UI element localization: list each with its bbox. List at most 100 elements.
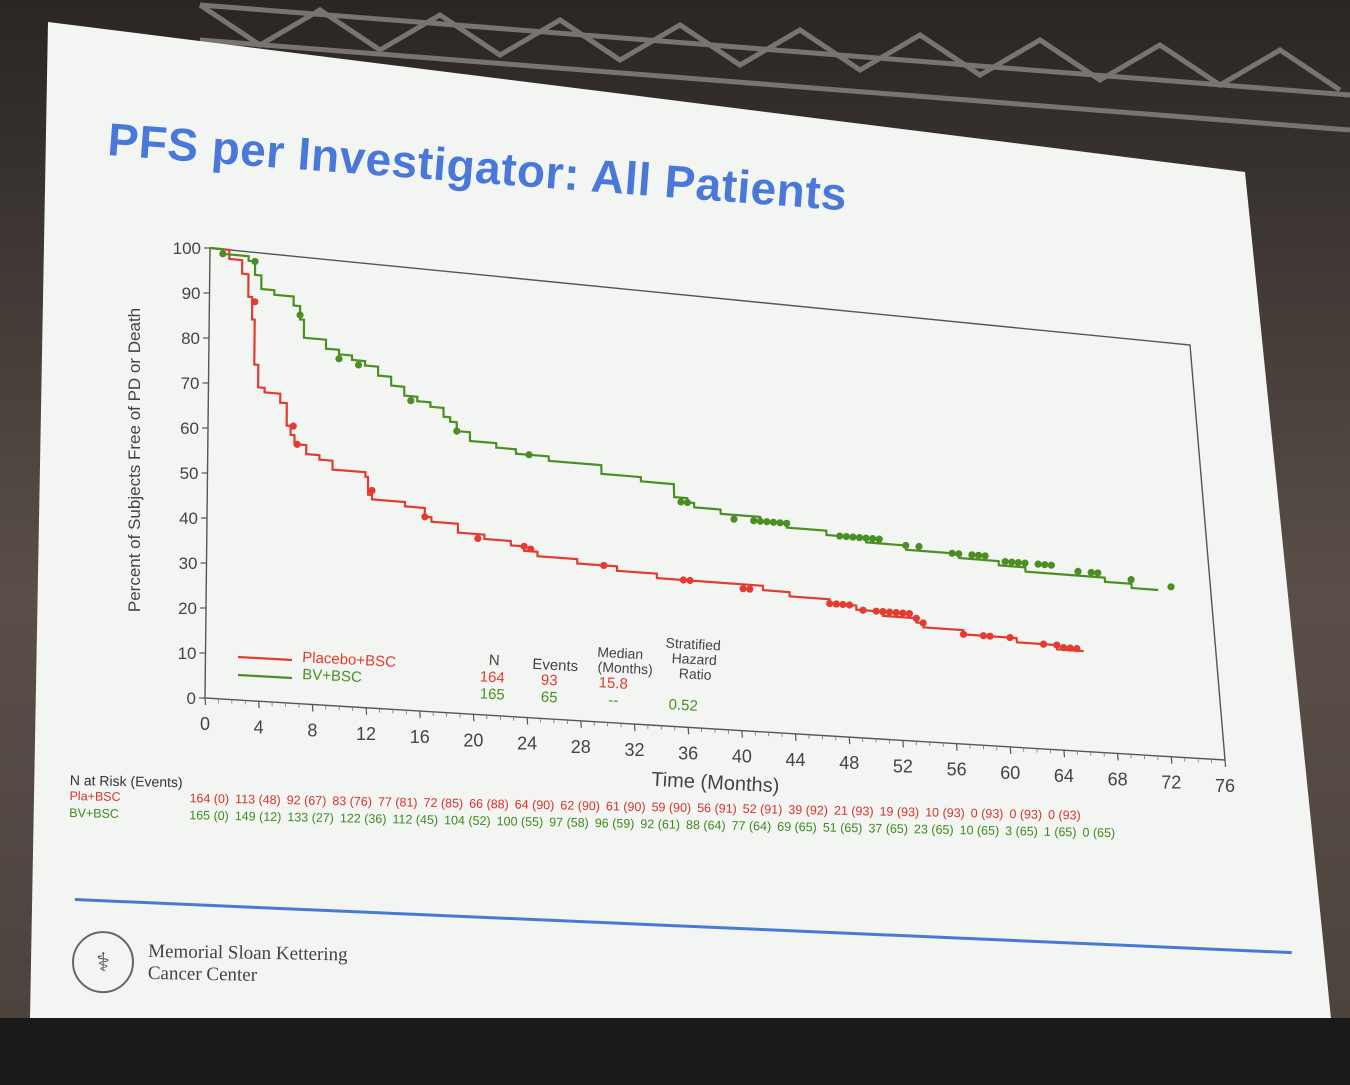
x-tick <box>902 740 904 748</box>
y-tick-label: 50 <box>180 464 199 483</box>
at-risk-value: 3 (65) <box>1005 823 1038 839</box>
censor-marker <box>974 551 983 559</box>
km-curve-placebo <box>209 246 1084 653</box>
at-risk-value: 113 (48) <box>234 792 281 808</box>
at-risk-value: 23 (65) <box>913 822 954 837</box>
censor-marker <box>769 518 778 526</box>
censor-marker <box>959 630 968 638</box>
censor-marker <box>600 561 608 570</box>
censor-marker <box>1066 644 1074 652</box>
censor-marker <box>683 498 692 507</box>
stats-header: N <box>488 652 500 670</box>
x-tick-label: 40 <box>732 747 752 767</box>
x-tick <box>794 733 797 741</box>
x-tick <box>741 730 743 738</box>
at-risk-value: 21 (93) <box>833 803 874 819</box>
x-tick <box>1170 756 1173 764</box>
censor-marker <box>1059 644 1068 652</box>
censor-marker <box>520 542 528 550</box>
censor-marker <box>1001 558 1009 566</box>
censor-marker <box>1087 568 1095 577</box>
censor-marker <box>1053 641 1061 649</box>
censor-marker <box>527 545 535 553</box>
y-tick-label: 80 <box>181 329 200 348</box>
logo-line-2: Cancer Center <box>147 962 258 986</box>
censor-marker <box>750 517 758 525</box>
x-tick <box>365 707 368 715</box>
at-risk-value: 165 (0) <box>189 808 229 824</box>
legend-swatch <box>237 655 293 662</box>
censor-marker <box>746 585 754 593</box>
censor-marker <box>902 541 910 550</box>
censor-marker <box>912 614 920 622</box>
x-tick-label: 16 <box>410 727 430 747</box>
at-risk-value: 56 (91) <box>697 801 737 816</box>
x-tick <box>1117 753 1119 761</box>
censor-marker <box>919 619 927 627</box>
censor-marker <box>899 609 907 617</box>
censor-marker <box>251 298 259 306</box>
censor-marker <box>219 250 227 258</box>
censor-marker <box>826 599 834 608</box>
stats-events: 65 <box>540 689 558 707</box>
censor-marker <box>1073 644 1081 653</box>
y-tick-label: 100 <box>173 239 201 258</box>
censor-marker <box>1041 561 1049 569</box>
at-risk-value: 61 (90) <box>605 799 646 815</box>
censor-marker <box>849 533 857 541</box>
x-tick <box>955 743 958 751</box>
censor-marker <box>1034 560 1042 568</box>
at-risk-value: 0 (65) <box>1082 825 1116 841</box>
x-tick <box>1009 746 1012 754</box>
censor-marker <box>453 427 461 435</box>
censor-marker <box>1094 569 1102 577</box>
ceiling-truss <box>198 2 1350 133</box>
censor-marker <box>905 609 914 618</box>
x-tick <box>580 720 582 728</box>
x-tick <box>1063 750 1066 758</box>
x-tick <box>526 717 529 725</box>
legend-swatch <box>237 673 293 680</box>
censor-marker <box>1047 561 1055 569</box>
logo-text: Memorial Sloan Kettering Cancer Center <box>148 941 348 988</box>
x-tick-label: 24 <box>517 734 537 754</box>
chart-curves <box>209 246 1175 653</box>
censor-marker <box>368 486 376 495</box>
censor-marker <box>730 515 738 523</box>
censor-marker <box>679 576 688 584</box>
censor-marker <box>836 532 844 540</box>
at-risk-value: 77 (64) <box>731 818 772 834</box>
x-tick <box>848 737 851 745</box>
censor-marker <box>955 550 963 558</box>
x-tick-label: 36 <box>678 743 698 763</box>
at-risk-value: 52 (91) <box>742 801 783 817</box>
x-tick <box>633 724 636 732</box>
y-tick-label: 40 <box>179 509 198 528</box>
censor-marker <box>525 451 533 459</box>
censor-marker <box>756 517 764 525</box>
stats-header: Stratified <box>665 635 721 654</box>
x-tick-label: 56 <box>947 760 967 780</box>
y-tick-label: 90 <box>182 284 201 303</box>
stats-n: 164 <box>479 668 505 686</box>
at-risk-value: 83 (76) <box>332 794 373 809</box>
censor-marker <box>885 608 894 616</box>
at-risk-value: 100 (55) <box>496 814 544 830</box>
msk-seal-icon: ⚕ <box>71 930 135 994</box>
at-risk-value: 0 (93) <box>970 806 1004 821</box>
censor-marker <box>915 542 923 551</box>
x-tick <box>311 704 314 712</box>
censor-marker <box>763 518 771 526</box>
censor-marker <box>845 601 854 609</box>
censor-marker <box>979 632 988 640</box>
at-risk-value: 97 (58) <box>549 815 589 830</box>
stats-events: 93 <box>540 672 558 690</box>
y-tick-label: 60 <box>180 419 199 438</box>
censor-marker <box>1074 567 1082 576</box>
censor-marker <box>981 552 989 560</box>
stats-header: Events <box>532 656 579 675</box>
censor-marker <box>289 422 297 430</box>
